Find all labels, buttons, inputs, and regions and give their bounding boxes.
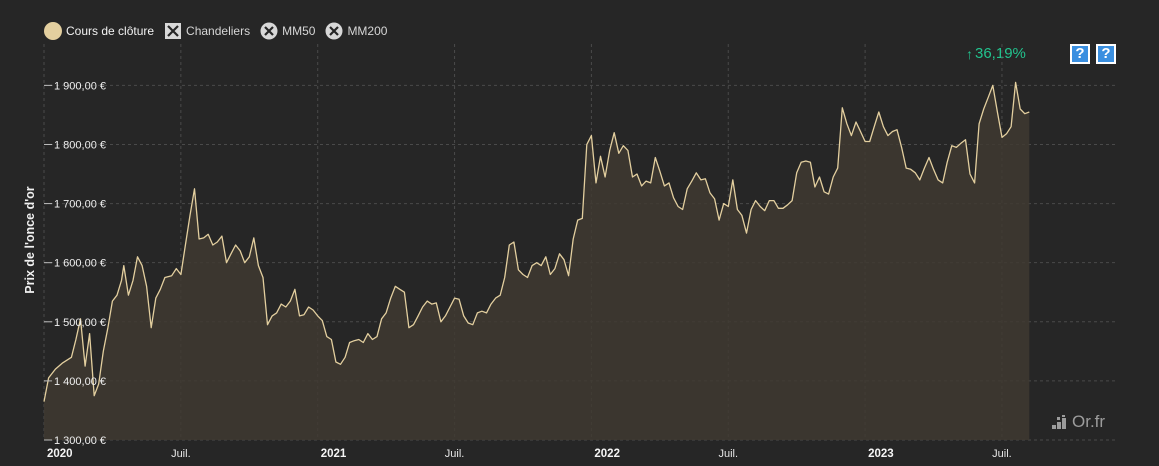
y-tick-label: 1 300,00 €	[54, 435, 106, 447]
y-tick-label: 1 700,00 €	[54, 199, 106, 211]
performance-value: 36,19%	[975, 45, 1026, 62]
y-tick-label: 1 400,00 €	[54, 376, 106, 388]
x-tick-label: Juil.	[445, 448, 465, 460]
x-circle-icon	[260, 22, 278, 40]
help-button-secondary[interactable]: ?	[1096, 44, 1116, 64]
x-tick-label: 2021	[321, 448, 347, 460]
legend-item-candlesticks[interactable]: Chandeliers	[164, 22, 250, 40]
area-layer	[43, 81, 1030, 441]
legend: Cours de clôture Chandeliers MM50 MM200	[44, 21, 397, 41]
series-line-cours-de-cloture	[43, 81, 1030, 402]
help-button[interactable]: ?	[1070, 44, 1090, 64]
y-tick-label: 1 900,00 €	[54, 80, 106, 92]
legend-item-close-price[interactable]: Cours de clôture	[44, 22, 154, 40]
bars-logo-icon	[1052, 415, 1066, 429]
y-tick-label: 1 800,00 €	[54, 139, 106, 151]
x-axis: 2020 Juil. 2021 Juil. 2022 Juil. 2023 Juil.	[47, 448, 1012, 460]
x-tick-label: 2022	[594, 448, 620, 460]
x-square-icon	[165, 23, 182, 39]
brand-name: Or.fr	[1072, 412, 1106, 431]
x-tick-label: 2023	[868, 448, 894, 460]
x-tick-label: Juil.	[992, 448, 1012, 460]
brand-watermark: Or.fr	[1052, 412, 1105, 432]
y-tick-label: 1 500,00 €	[54, 317, 106, 329]
legend-label: MM50	[282, 24, 316, 38]
y-axis: 1 300,00 € 1 400,00 € 1 500,00 € 1 600,00 €…	[44, 80, 106, 447]
x-tick-label: Juil.	[718, 448, 738, 460]
x-circle-icon	[325, 22, 343, 40]
arrow-up-icon: ↑	[966, 45, 973, 62]
x-tick-label: Juil.	[171, 448, 191, 460]
legend-label: Chandeliers	[186, 24, 251, 38]
legend-item-mm200[interactable]: MM200	[325, 22, 387, 40]
x-tick-label: 2020	[47, 448, 73, 460]
legend-label: MM200	[347, 24, 388, 38]
series-area-fill	[44, 82, 1030, 441]
performance-indicator: ↑ 36,19%	[966, 45, 1026, 62]
legend-item-mm50[interactable]: MM50	[260, 22, 315, 40]
legend-label: Cours de clôture	[66, 24, 155, 38]
y-tick-label: 1 600,00 €	[54, 258, 106, 270]
filled-circle-icon	[44, 22, 62, 40]
